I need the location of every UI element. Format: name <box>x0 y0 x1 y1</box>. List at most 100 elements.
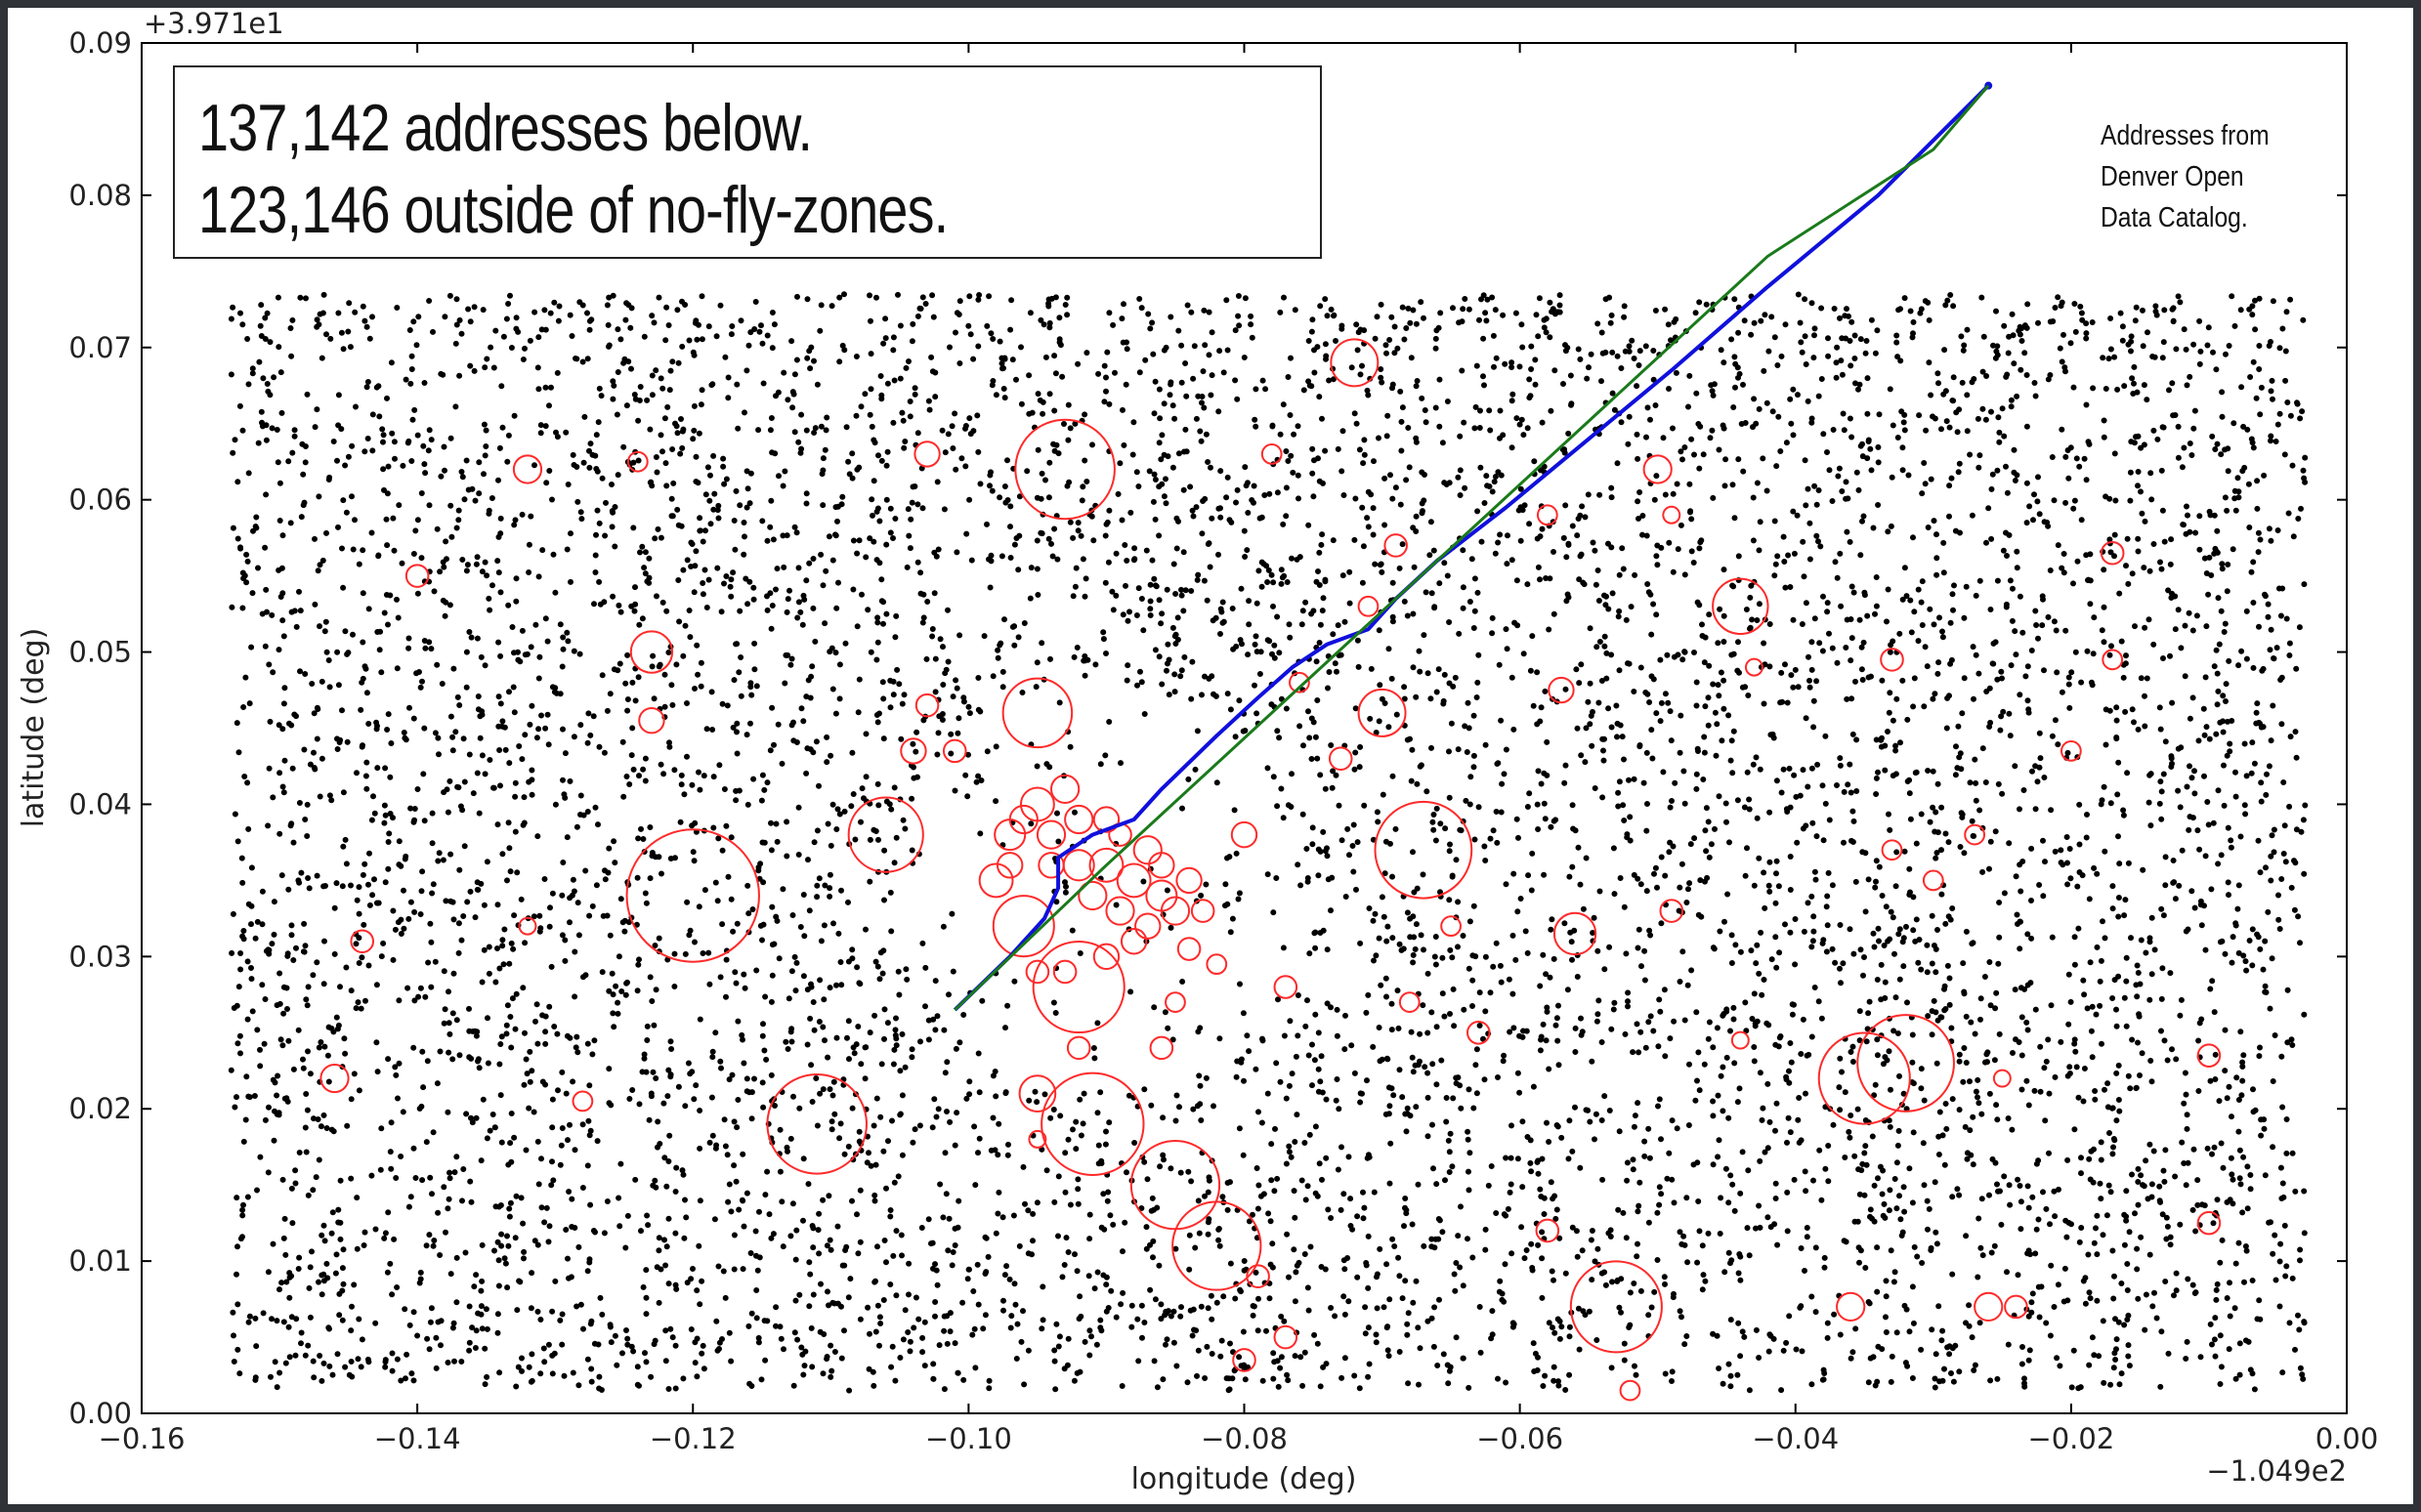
no-fly-zone-circle <box>625 828 760 963</box>
no-fly-zone-circle <box>1014 418 1116 521</box>
no-fly-zone-circle <box>1176 937 1202 961</box>
no-fly-zone-circle <box>1246 1264 1270 1288</box>
x-axis-label: longitude (deg) <box>1131 1462 1357 1496</box>
no-fly-zone-circle <box>1116 862 1152 899</box>
address-dots <box>228 291 2309 1394</box>
no-fly-zone-circle <box>1856 1014 1955 1113</box>
y-tick-label: 0.00 <box>68 1397 132 1430</box>
no-fly-zone-circle <box>1548 676 1575 704</box>
no-fly-zone-circle <box>913 441 941 468</box>
no-fly-zone-circle <box>1730 1030 1750 1050</box>
no-fly-zone-circle <box>1289 671 1310 693</box>
flight-path-line <box>953 84 1990 1012</box>
flight-paths <box>953 81 1993 1012</box>
no-fly-zone-circle <box>1642 454 1673 484</box>
y-tick-label: 0.07 <box>68 331 132 364</box>
no-fly-zone-circle <box>1018 1074 1057 1113</box>
no-fly-zone-circle <box>1052 959 1078 985</box>
no-fly-zone-circle <box>1149 1035 1174 1061</box>
figure: −0.16 −0.14 −0.12 −0.10 −0.08 −0.06 −0.04 −0.02… <box>8 8 2413 1504</box>
no-fly-zone-circle <box>914 693 940 718</box>
no-fly-zone-circle <box>1357 688 1407 737</box>
no-fly-zone-circle <box>350 929 374 954</box>
no-fly-zone-circle <box>1190 899 1215 923</box>
no-fly-zone-circle <box>319 1063 350 1094</box>
source-note: Addresses from Denver Open Data Catalog. <box>2101 120 2270 233</box>
no-fly-zone-circle <box>1712 577 1769 636</box>
no-fly-zone-circle <box>2196 1210 2222 1236</box>
no-fly-zone-circle <box>1619 1379 1641 1402</box>
no-fly-zone-circle <box>1744 657 1763 677</box>
no-fly-zone-circle <box>1383 533 1408 558</box>
no-fly-zone-circle <box>512 454 543 484</box>
no-fly-zone-circle <box>1880 648 1904 672</box>
no-fly-zone-circle <box>638 707 665 735</box>
no-fly-zone-circle <box>1092 943 1121 971</box>
no-fly-zone-circle <box>2100 540 2125 566</box>
no-fly-zone-circle <box>1836 1291 1866 1322</box>
no-fly-zone-circle <box>1536 504 1558 526</box>
no-fly-zone-circle <box>900 737 927 765</box>
no-fly-zone-circle <box>2196 1043 2222 1068</box>
no-fly-zone-circle <box>572 1090 594 1113</box>
no-fly-zone-circle <box>1129 1140 1221 1231</box>
no-fly-zone-circle <box>1160 896 1191 926</box>
address-points <box>228 291 2309 1394</box>
no-fly-zone-circle <box>1120 928 1148 955</box>
no-fly-zone-circle <box>1569 1260 1663 1354</box>
no-fly-zone-circle <box>1132 835 1163 865</box>
no-fly-zone-circle <box>1105 896 1135 926</box>
no-fly-zone-circle <box>1025 959 1050 985</box>
no-fly-zone-circle <box>992 895 1055 958</box>
x-tick-label: −0.08 <box>1201 1422 1288 1455</box>
stats-annotation-box: 137,142 addresses below. 123,146 outside… <box>173 65 1322 259</box>
y-tick-label: 0.01 <box>68 1244 132 1278</box>
no-fly-zone-circle <box>518 916 537 936</box>
x-tick-label: −0.02 <box>2027 1422 2114 1455</box>
no-fly-zone-circle <box>1273 1324 1298 1350</box>
no-fly-zone-circle <box>1662 505 1681 525</box>
x-tick-label: −0.06 <box>1476 1422 1563 1455</box>
x-offset-label: −1.049e2 <box>2206 1454 2347 1488</box>
no-fly-zone-circle <box>1041 1071 1145 1177</box>
no-fly-zone-circle <box>1230 820 1258 849</box>
x-tick-label: −0.10 <box>925 1422 1012 1455</box>
no-fly-zone-circle <box>1881 839 1903 861</box>
no-fly-zone-circle <box>1064 804 1094 835</box>
no-fly-zone-circle <box>1659 899 1684 923</box>
no-fly-zone-circle <box>1374 800 1473 900</box>
x-tick-label: 0.00 <box>2315 1422 2379 1455</box>
stats-line-total: 137,142 addresses below. <box>198 91 813 165</box>
no-fly-zone-circle <box>1148 852 1175 879</box>
no-fly-zone-circle <box>1028 1129 1047 1149</box>
no-fly-zone-circle <box>1066 1035 1091 1061</box>
no-fly-zone-circle <box>1038 852 1065 879</box>
no-fly-zone-circle <box>626 450 649 473</box>
no-fly-zone-circle <box>1440 915 1462 938</box>
y-offset-label: +3.971e1 <box>144 8 284 40</box>
no-fly-zone-circle <box>1232 1348 1256 1372</box>
stats-line-outside: 123,146 outside of no-fly-zones. <box>198 173 949 247</box>
y-tick-label: 0.04 <box>68 787 132 820</box>
no-fly-zone-circle <box>1328 746 1353 771</box>
no-fly-zone-circle <box>1922 869 1944 892</box>
no-fly-zone-circle <box>1974 1291 2004 1322</box>
no-fly-zone-circle <box>1175 866 1203 895</box>
no-fly-zone-circle <box>1535 1218 1560 1243</box>
no-fly-zone-circle <box>766 1073 868 1175</box>
no-fly-zones <box>319 338 2222 1402</box>
no-fly-zone-circle <box>2102 649 2124 671</box>
y-tick-label: 0.08 <box>68 179 132 212</box>
no-fly-zone-circle <box>1817 1031 1911 1125</box>
no-fly-zone-circle <box>978 862 1014 899</box>
no-fly-zone-circle <box>1078 880 1108 911</box>
no-fly-zone-circle <box>1273 975 1298 999</box>
no-fly-zone-circle <box>1088 847 1125 883</box>
no-fly-zone-circle <box>1092 806 1121 833</box>
no-fly-zone-circle <box>1964 823 1986 846</box>
no-fly-zone-circle <box>1206 953 1228 976</box>
no-fly-zone-circle <box>847 796 924 873</box>
axis-ticks: −0.16 −0.14 −0.12 −0.10 −0.08 −0.06 −0.04 −0.02… <box>68 26 2378 1455</box>
no-fly-zone-circle <box>1466 1020 1491 1045</box>
y-tick-label: 0.03 <box>68 940 132 973</box>
